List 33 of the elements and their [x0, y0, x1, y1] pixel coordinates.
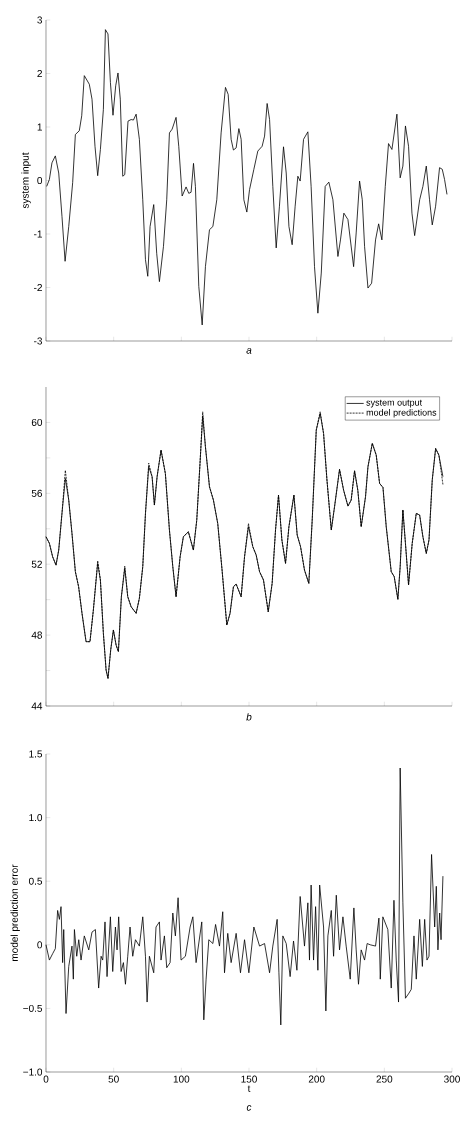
y-tick-label: 44	[31, 702, 43, 710]
x-tick-label: 250	[376, 1075, 393, 1083]
x-tick-label: 0	[43, 1075, 49, 1083]
legend-label: model predictions	[366, 409, 437, 418]
y-tick-label: 1.5	[29, 750, 43, 758]
text: a	[246, 348, 252, 354]
x-axis-title: t	[247, 1085, 251, 1093]
text: b	[246, 713, 252, 721]
y-tick-label: -2	[34, 284, 42, 291]
x-tick-label: 300	[444, 1075, 460, 1083]
y-tick-label: 0	[37, 941, 43, 949]
y-tick-label: −1.0	[23, 1068, 43, 1076]
y-tick-label: 56	[31, 489, 43, 497]
y-tick-label: -1	[34, 230, 42, 238]
y-tick-label: 1	[37, 123, 42, 131]
y-axis-title: system input	[21, 152, 31, 209]
text: c	[246, 1105, 252, 1111]
x-tick-label: 200	[308, 1075, 325, 1083]
y-tick-label: 3	[37, 16, 43, 24]
y-tick-label: 2	[37, 70, 42, 77]
x-tick-label: 150	[241, 1075, 257, 1083]
y-tick-label: −0.5	[23, 1004, 43, 1012]
y-tick-label: 0	[37, 176, 43, 185]
y-tick-label: 1.0	[29, 814, 43, 822]
y-tick-label: -3	[34, 337, 43, 345]
x-tick-label: 100	[173, 1075, 190, 1083]
y-tick-label: 52	[31, 560, 42, 568]
y-axis-title: model prediction error	[10, 864, 20, 961]
legend-label: system output	[366, 399, 423, 408]
y-tick-label: 48	[31, 631, 43, 639]
x-tick-label: 50	[108, 1075, 119, 1083]
y-tick-label: 60	[31, 418, 43, 426]
y-tick-label: 0.5	[28, 877, 43, 885]
